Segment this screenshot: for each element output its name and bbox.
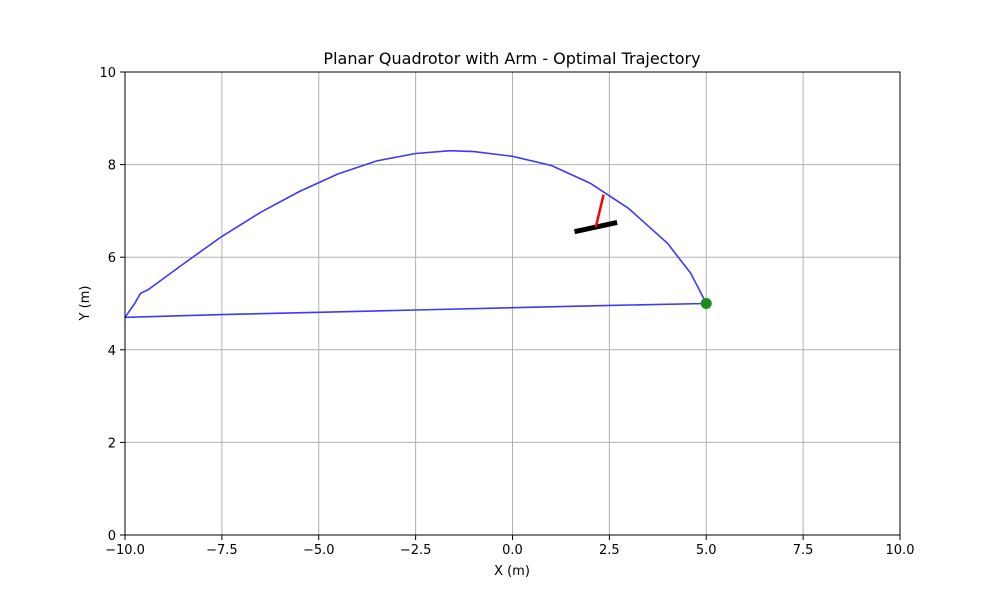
x-tick-label: −7.5 (206, 543, 238, 558)
x-tick-label: 2.5 (599, 543, 620, 558)
x-tick-label: 0.0 (502, 543, 523, 558)
quadrotor-arm (594, 194, 605, 228)
y-tick-label: 6 (108, 251, 116, 266)
y-tick-label: 2 (108, 436, 116, 451)
x-tick-label: 10.0 (886, 543, 915, 558)
x-tick-label: −5.0 (303, 543, 335, 558)
data-layer (124, 149, 712, 319)
y-axis-label: Y (m) (78, 286, 93, 322)
x-tick-label: −10.0 (105, 543, 145, 558)
goal-point-marker (700, 298, 712, 309)
y-tick-label: 10 (99, 66, 116, 81)
y-tick-label: 0 (108, 529, 116, 544)
chart-title: Planar Quadrotor with Arm - Optimal Traj… (323, 49, 700, 68)
tick-layer: −10.0 −7.5 −5.0 −2.5 0.0 2.5 5.0 7.5 10.0 0 2 4 6 8 10 (99, 66, 914, 558)
y-tick-label: 8 (108, 159, 116, 174)
trajectory-line (124, 149, 708, 319)
quadrotor-body (573, 220, 618, 235)
x-tick-label: −2.5 (400, 543, 432, 558)
x-tick-label: 7.5 (793, 543, 814, 558)
x-axis-label: X (m) (494, 564, 530, 579)
x-tick-label: 5.0 (696, 543, 717, 558)
y-tick-label: 4 (108, 344, 116, 359)
